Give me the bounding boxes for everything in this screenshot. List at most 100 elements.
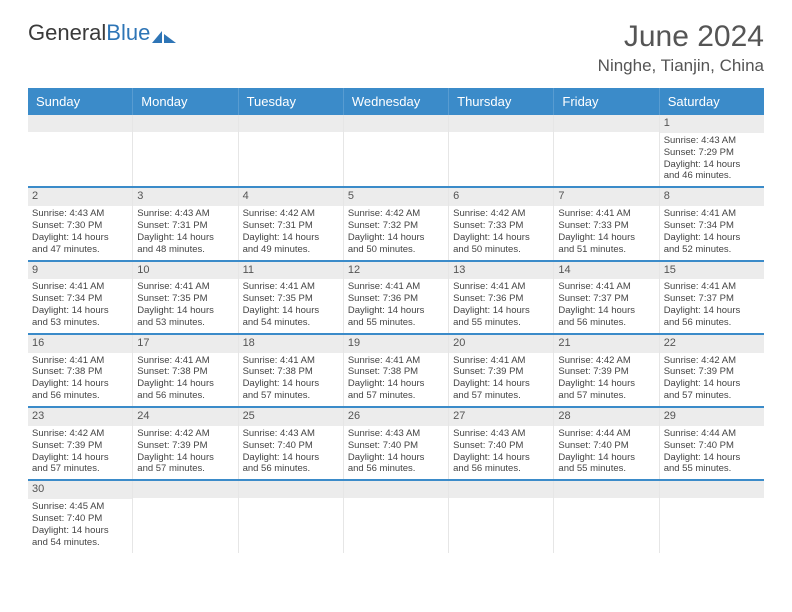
daylight2-text: and 53 minutes.: [137, 317, 233, 329]
daylight2-text: and 57 minutes.: [32, 463, 128, 475]
daylight2-text: and 56 minutes.: [558, 317, 654, 329]
empty-day-header: [239, 481, 343, 498]
day-cell: [28, 115, 133, 186]
daylight2-text: and 57 minutes.: [137, 463, 233, 475]
sunrise-text: Sunrise: 4:41 AM: [243, 281, 339, 293]
day-cell: 8Sunrise: 4:41 AMSunset: 7:34 PMDaylight…: [660, 188, 764, 259]
empty-day-header: [344, 115, 448, 132]
month-title: June 2024: [598, 20, 764, 54]
daylight2-text: and 56 minutes.: [453, 463, 549, 475]
daylight1-text: Daylight: 14 hours: [348, 232, 444, 244]
daylight1-text: Daylight: 14 hours: [32, 305, 128, 317]
empty-day-header: [449, 115, 553, 132]
day-number: 26: [344, 408, 448, 426]
daylight1-text: Daylight: 14 hours: [453, 452, 549, 464]
daylight2-text: and 54 minutes.: [243, 317, 339, 329]
title-block: June 2024 Ninghe, Tianjin, China: [598, 20, 764, 76]
day-cell: [449, 115, 554, 186]
sunset-text: Sunset: 7:33 PM: [453, 220, 549, 232]
day-header: Monday: [133, 88, 238, 115]
sunset-text: Sunset: 7:33 PM: [558, 220, 654, 232]
sunrise-text: Sunrise: 4:42 AM: [137, 428, 233, 440]
daylight1-text: Daylight: 14 hours: [243, 452, 339, 464]
day-cell: 1Sunrise: 4:43 AMSunset: 7:29 PMDaylight…: [660, 115, 764, 186]
calendar: SundayMondayTuesdayWednesdayThursdayFrid…: [28, 88, 764, 553]
day-number: 8: [660, 188, 764, 206]
day-header: Thursday: [449, 88, 554, 115]
daylight2-text: and 47 minutes.: [32, 244, 128, 256]
empty-day-header: [449, 481, 553, 498]
empty-day-header: [554, 115, 658, 132]
sunrise-text: Sunrise: 4:41 AM: [32, 355, 128, 367]
day-number: 10: [133, 262, 237, 280]
sunrise-text: Sunrise: 4:42 AM: [558, 355, 654, 367]
sunset-text: Sunset: 7:39 PM: [558, 366, 654, 378]
sunrise-text: Sunrise: 4:43 AM: [32, 208, 128, 220]
sunset-text: Sunset: 7:39 PM: [664, 366, 760, 378]
sunset-text: Sunset: 7:40 PM: [32, 513, 128, 525]
day-cell: 24Sunrise: 4:42 AMSunset: 7:39 PMDayligh…: [133, 408, 238, 479]
daylight1-text: Daylight: 14 hours: [32, 232, 128, 244]
sunrise-text: Sunrise: 4:42 AM: [348, 208, 444, 220]
day-number: 30: [28, 481, 132, 499]
daylight2-text: and 57 minutes.: [664, 390, 760, 402]
daylight1-text: Daylight: 14 hours: [558, 232, 654, 244]
day-cell: 17Sunrise: 4:41 AMSunset: 7:38 PMDayligh…: [133, 335, 238, 406]
brand-text-1: General: [28, 20, 106, 46]
sunset-text: Sunset: 7:40 PM: [453, 440, 549, 452]
sunrise-text: Sunrise: 4:41 AM: [137, 355, 233, 367]
daylight1-text: Daylight: 14 hours: [664, 378, 760, 390]
header: GeneralBlue June 2024 Ninghe, Tianjin, C…: [28, 20, 764, 76]
day-cell: 15Sunrise: 4:41 AMSunset: 7:37 PMDayligh…: [660, 262, 764, 333]
daylight1-text: Daylight: 14 hours: [558, 452, 654, 464]
day-cell: 10Sunrise: 4:41 AMSunset: 7:35 PMDayligh…: [133, 262, 238, 333]
sunset-text: Sunset: 7:37 PM: [558, 293, 654, 305]
sunset-text: Sunset: 7:38 PM: [32, 366, 128, 378]
sunset-text: Sunset: 7:40 PM: [664, 440, 760, 452]
daylight2-text: and 50 minutes.: [348, 244, 444, 256]
day-number: 12: [344, 262, 448, 280]
sunrise-text: Sunrise: 4:43 AM: [453, 428, 549, 440]
day-cell: [133, 115, 238, 186]
sunset-text: Sunset: 7:40 PM: [558, 440, 654, 452]
day-cell: 14Sunrise: 4:41 AMSunset: 7:37 PMDayligh…: [554, 262, 659, 333]
sunrise-text: Sunrise: 4:43 AM: [348, 428, 444, 440]
sunset-text: Sunset: 7:39 PM: [32, 440, 128, 452]
day-cell: [449, 481, 554, 552]
day-cell: 27Sunrise: 4:43 AMSunset: 7:40 PMDayligh…: [449, 408, 554, 479]
week-row: 1Sunrise: 4:43 AMSunset: 7:29 PMDaylight…: [28, 115, 764, 188]
daylight2-text: and 55 minutes.: [558, 463, 654, 475]
empty-day-header: [344, 481, 448, 498]
day-number: 18: [239, 335, 343, 353]
daylight1-text: Daylight: 14 hours: [453, 232, 549, 244]
sunset-text: Sunset: 7:34 PM: [32, 293, 128, 305]
empty-day-header: [133, 115, 237, 132]
day-header: Tuesday: [239, 88, 344, 115]
day-header: Wednesday: [344, 88, 449, 115]
day-cell: [133, 481, 238, 552]
day-header: Friday: [554, 88, 659, 115]
day-cell: 11Sunrise: 4:41 AMSunset: 7:35 PMDayligh…: [239, 262, 344, 333]
day-number: 28: [554, 408, 658, 426]
daylight1-text: Daylight: 14 hours: [32, 378, 128, 390]
sunset-text: Sunset: 7:40 PM: [243, 440, 339, 452]
day-cell: 19Sunrise: 4:41 AMSunset: 7:38 PMDayligh…: [344, 335, 449, 406]
day-cell: 23Sunrise: 4:42 AMSunset: 7:39 PMDayligh…: [28, 408, 133, 479]
sunrise-text: Sunrise: 4:41 AM: [453, 355, 549, 367]
daylight2-text: and 49 minutes.: [243, 244, 339, 256]
day-cell: 2Sunrise: 4:43 AMSunset: 7:30 PMDaylight…: [28, 188, 133, 259]
day-number: 29: [660, 408, 764, 426]
daylight2-text: and 56 minutes.: [137, 390, 233, 402]
sunrise-text: Sunrise: 4:45 AM: [32, 501, 128, 513]
daylight1-text: Daylight: 14 hours: [664, 232, 760, 244]
day-cell: 16Sunrise: 4:41 AMSunset: 7:38 PMDayligh…: [28, 335, 133, 406]
daylight1-text: Daylight: 14 hours: [137, 378, 233, 390]
week-row: 23Sunrise: 4:42 AMSunset: 7:39 PMDayligh…: [28, 408, 764, 481]
daylight1-text: Daylight: 14 hours: [453, 378, 549, 390]
daylight2-text: and 50 minutes.: [453, 244, 549, 256]
sunrise-text: Sunrise: 4:44 AM: [664, 428, 760, 440]
sunset-text: Sunset: 7:38 PM: [137, 366, 233, 378]
daylight2-text: and 56 minutes.: [32, 390, 128, 402]
daylight1-text: Daylight: 14 hours: [32, 452, 128, 464]
day-cell: 13Sunrise: 4:41 AMSunset: 7:36 PMDayligh…: [449, 262, 554, 333]
